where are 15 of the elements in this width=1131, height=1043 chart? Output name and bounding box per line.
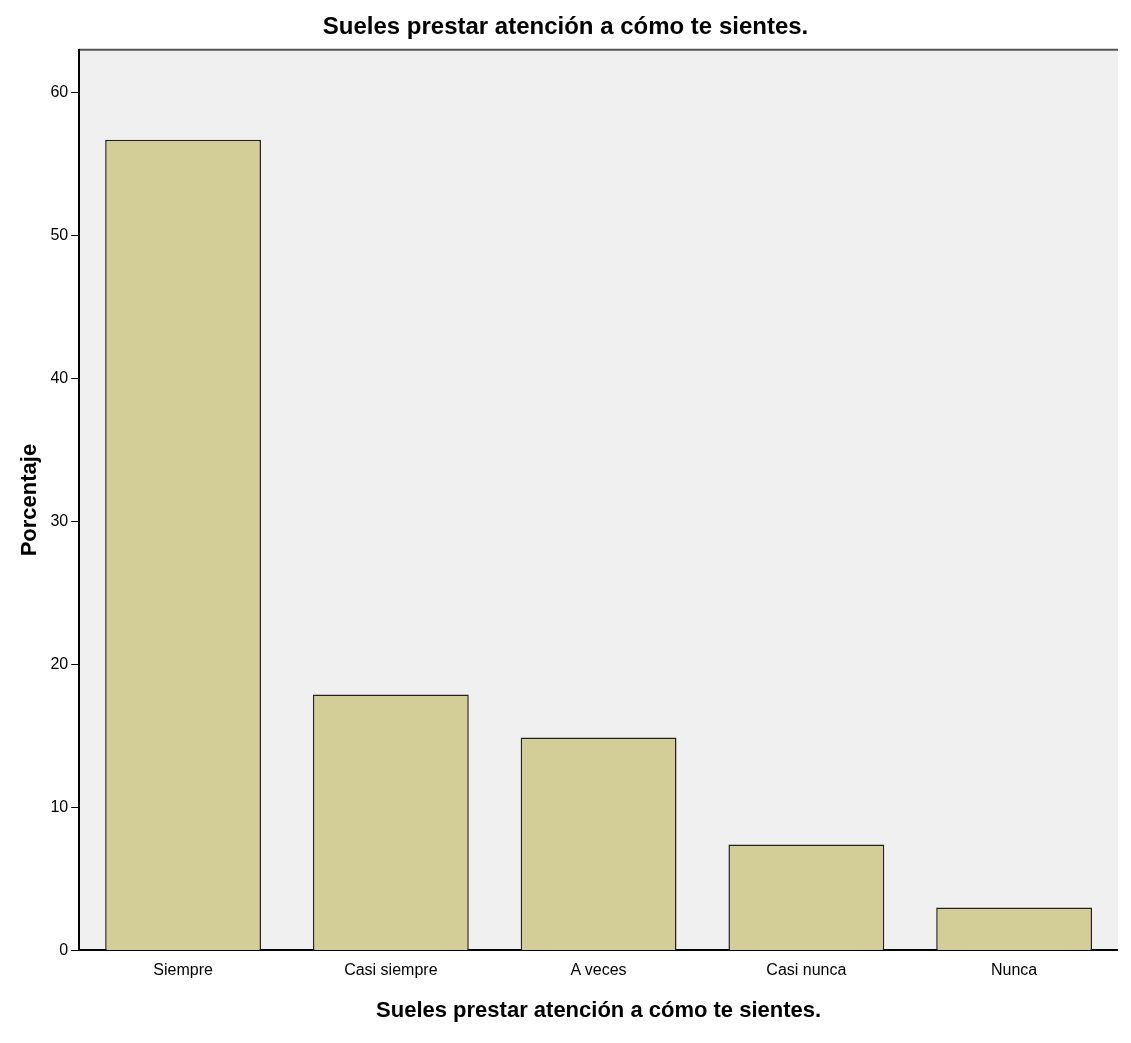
y-axis-title: Porcentaje: [16, 443, 42, 557]
x-tick-label: A veces: [570, 961, 627, 979]
y-tick-label: 0: [59, 940, 69, 958]
x-tick-label: Casi nunca: [766, 961, 847, 979]
y-tick-label: 30: [50, 511, 69, 529]
y-tick-label: 20: [50, 654, 69, 672]
x-axis-title: Sueles prestar atención a cómo te sientes.: [376, 996, 822, 1022]
y-tick-label: 60: [50, 83, 69, 101]
chart-title: Sueles prestar atención a cómo te sientes.: [322, 12, 809, 40]
x-tick-label: Nunca: [990, 961, 1038, 979]
y-tick-label: 50: [50, 226, 69, 244]
x-tick-label: Siempre: [153, 961, 213, 979]
x-tick-label: Casi siempre: [344, 961, 438, 979]
y-tick-label: 40: [50, 369, 69, 386]
y-tick-label: 10: [50, 797, 69, 815]
